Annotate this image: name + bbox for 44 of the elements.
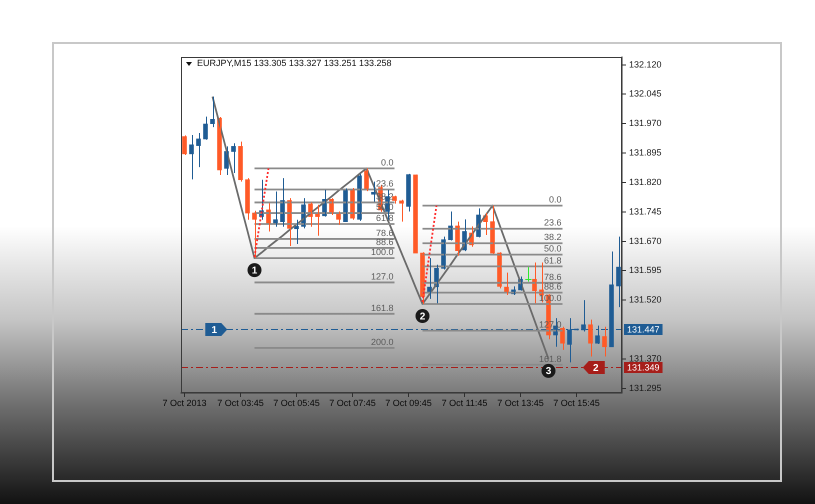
y-tick-label: 132.045	[629, 88, 662, 99]
series-label: 78.6	[376, 228, 394, 238]
annotation: 1	[252, 265, 258, 276]
series-label: 161.8	[370, 302, 394, 313]
y-tick-label: 131.970	[629, 118, 662, 128]
x-tick-label: 7 Oct 13:45	[497, 398, 544, 408]
x-tick-label: 7 Oct 03:45	[217, 398, 264, 408]
series-label: 88.6	[376, 236, 394, 247]
series-label: 38.2	[544, 232, 562, 242]
y-tick-label: 131.595	[629, 265, 662, 276]
series-label: 50.0	[544, 244, 562, 254]
series-label: 0.0	[380, 157, 394, 168]
y-tick-label: 131.370	[629, 353, 662, 364]
series-label: 0.0	[548, 194, 562, 205]
x-tick-label: 7 Oct 15:45	[553, 398, 600, 408]
x-tick-label: 7 Oct 05:45	[273, 398, 320, 408]
annotation: 3	[546, 366, 552, 378]
x-tick-label: 7 Oct 2013	[162, 398, 207, 408]
series-label: 127.0	[370, 271, 394, 282]
annotation: 2	[592, 362, 599, 374]
series-label: 50.0	[376, 202, 394, 212]
ref-line-label: 131.447	[627, 324, 660, 334]
x-tick-label: 7 Oct 09:45	[385, 398, 432, 408]
series-label: 23.6	[376, 178, 394, 188]
series-label: 100.0	[370, 247, 394, 258]
y-tick-label: 131.820	[629, 176, 662, 187]
series-label: 200.0	[370, 336, 394, 347]
chart-title: EURJPY,M15 133.305 133.327 133.251 133.258	[197, 58, 392, 69]
y-tick-label: 131.895	[629, 148, 662, 158]
series-label: 88.6	[544, 282, 562, 292]
annotation: 2	[420, 311, 426, 322]
y-tick-label: 131.520	[629, 294, 662, 305]
y-tick-label: 131.670	[629, 236, 662, 246]
series-label: 61.8	[544, 255, 562, 266]
series-label: 161.8	[538, 354, 562, 364]
series-label: 78.6	[544, 272, 562, 282]
annotation: 1	[212, 324, 218, 336]
x-tick-label: 7 Oct 07:45	[329, 398, 376, 408]
y-tick-label: 131.295	[629, 382, 662, 393]
x-tick-label: 7 Oct 11:45	[442, 398, 488, 408]
ref-line-label: 131.349	[627, 362, 660, 372]
y-tick-label: 132.120	[629, 59, 662, 70]
y-tick-label: 131.745	[629, 206, 662, 216]
series-label: 23.6	[544, 218, 562, 228]
